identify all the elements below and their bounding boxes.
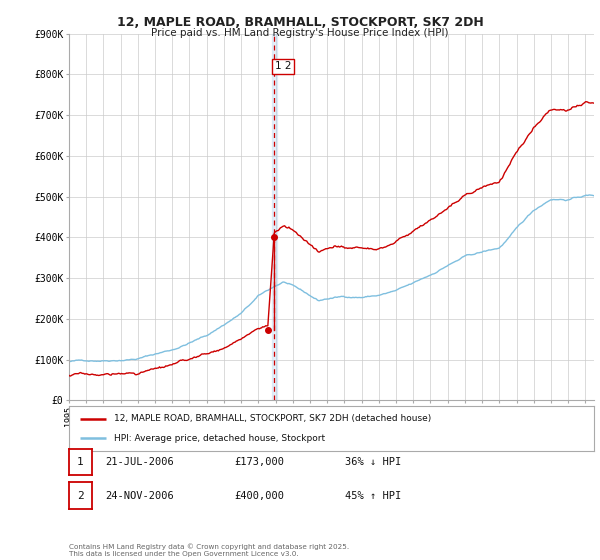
- Text: 1 2: 1 2: [275, 61, 292, 71]
- Text: Price paid vs. HM Land Registry's House Price Index (HPI): Price paid vs. HM Land Registry's House …: [151, 28, 449, 38]
- Text: 2: 2: [77, 491, 84, 501]
- Text: 12, MAPLE ROAD, BRAMHALL, STOCKPORT, SK7 2DH (detached house): 12, MAPLE ROAD, BRAMHALL, STOCKPORT, SK7…: [113, 414, 431, 423]
- Bar: [272, 34, 277, 400]
- Text: 36% ↓ HPI: 36% ↓ HPI: [345, 457, 401, 467]
- Text: 1: 1: [77, 457, 84, 467]
- Text: £400,000: £400,000: [234, 491, 284, 501]
- Text: 24-NOV-2006: 24-NOV-2006: [105, 491, 174, 501]
- Text: 12, MAPLE ROAD, BRAMHALL, STOCKPORT, SK7 2DH: 12, MAPLE ROAD, BRAMHALL, STOCKPORT, SK7…: [116, 16, 484, 29]
- Text: 45% ↑ HPI: 45% ↑ HPI: [345, 491, 401, 501]
- Text: HPI: Average price, detached house, Stockport: HPI: Average price, detached house, Stoc…: [113, 434, 325, 443]
- Text: Contains HM Land Registry data © Crown copyright and database right 2025.
This d: Contains HM Land Registry data © Crown c…: [69, 544, 349, 557]
- Text: £173,000: £173,000: [234, 457, 284, 467]
- Text: 21-JUL-2006: 21-JUL-2006: [105, 457, 174, 467]
